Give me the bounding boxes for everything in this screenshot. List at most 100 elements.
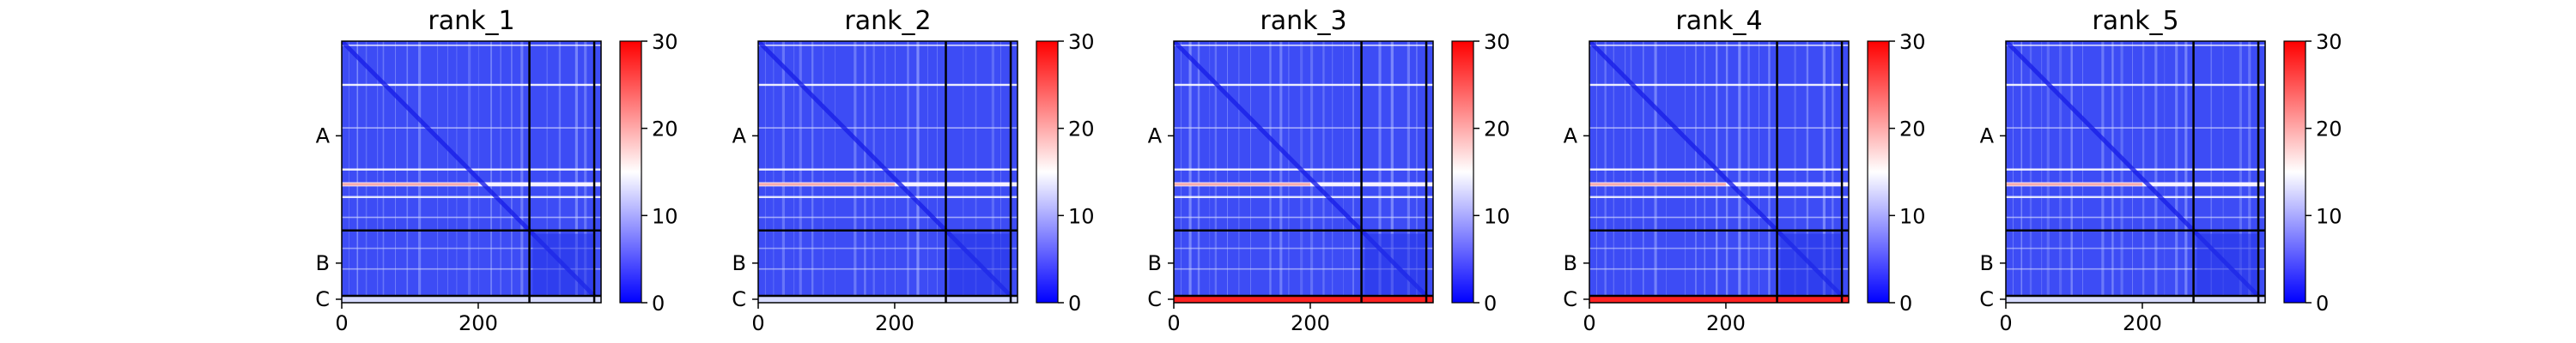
axes-frame <box>757 40 1018 304</box>
axes-frame <box>341 40 602 304</box>
heatmap-column-stripe <box>1209 41 1211 303</box>
heatmap-image <box>758 41 1018 303</box>
heatmap-column-stripe <box>1685 41 1686 303</box>
heatmap-column-stripe <box>1269 41 1272 303</box>
heatmap-column-stripe <box>2210 41 2213 303</box>
colorbar-tick-label: 0 <box>1484 292 1497 316</box>
heatmap-column-stripe <box>1000 41 1001 303</box>
heatmap-chain-c-row <box>2006 296 2265 303</box>
x-tick-label: 200 <box>459 311 498 335</box>
y-tick-label: B <box>732 251 746 275</box>
heatmap-column-stripe <box>1654 41 1657 303</box>
heatmap-column-stripe <box>2142 41 2145 303</box>
heatmap-column-stripe <box>894 41 896 303</box>
heatmap-column-stripe <box>1794 41 1796 303</box>
heatmap-row-stripe <box>342 83 601 87</box>
heatmap-column-stripe <box>811 41 814 303</box>
colorbar-tick-label: 20 <box>1068 117 1095 141</box>
heatmap-column-stripe <box>916 41 920 303</box>
x-tick-label: 0 <box>1167 311 1180 335</box>
heatmap-image <box>1174 41 1433 303</box>
heatmap-column-stripe <box>1352 41 1354 303</box>
heatmap-row-stripe <box>342 247 601 250</box>
heatmap-column-stripe <box>1768 41 1771 303</box>
colorbar <box>1867 40 1890 304</box>
y-tick-label: C <box>732 287 746 311</box>
heatmap-column-stripe <box>2082 41 2083 303</box>
colorbar <box>619 40 642 304</box>
x-tick-label: 200 <box>1291 311 1330 335</box>
panel-title: rank_5 <box>2092 6 2178 36</box>
heatmap-column-stripe <box>1725 41 1728 303</box>
heatmap-row-stripe <box>342 216 601 219</box>
heatmap-row-stripe <box>2006 216 2265 219</box>
heatmap-column-stripe <box>1226 41 1228 303</box>
heatmap-chain-c-row <box>342 296 601 303</box>
heatmap-column-stripe <box>1747 41 1750 303</box>
heatmap-hot-band <box>2006 183 2142 186</box>
heatmap-column-stripe <box>907 41 909 303</box>
heatmap-column-stripe <box>2012 41 2014 303</box>
heatmap-column-stripe <box>1250 41 1251 303</box>
heatmap-column-stripe <box>2070 41 2073 303</box>
heatmap-column-stripe <box>437 41 439 303</box>
heatmap-column-stripe <box>773 41 775 303</box>
heatmap-column-stripe <box>2020 41 2023 303</box>
heatmap-column-stripe <box>1378 41 1382 303</box>
heatmap-row-stripe <box>1589 83 1849 87</box>
heatmap-image <box>342 41 601 303</box>
y-tick-label: C <box>315 287 330 311</box>
heatmap-column-stripe <box>477 41 479 303</box>
heatmap-row-stripe <box>2006 196 2265 198</box>
colorbar-tick-label: 0 <box>1899 292 1912 316</box>
y-tick-label: B <box>316 251 330 275</box>
heatmap-column-stripe <box>2029 41 2032 303</box>
heatmap-column-stripe <box>2239 41 2242 303</box>
colorbar-tick-label: 30 <box>1899 30 1926 54</box>
heatmap-column-stripe <box>2175 41 2178 303</box>
heatmap-column-stripe <box>1332 41 1334 303</box>
colorbar-tick-label: 20 <box>652 117 678 141</box>
heatmap-column-stripe <box>546 41 549 303</box>
heatmap-column-stripe <box>2101 41 2105 303</box>
panel-title: rank_3 <box>1260 6 1346 36</box>
heatmap-row-stripe <box>342 196 601 198</box>
colorbar-tick-label: 0 <box>1068 292 1081 316</box>
y-tick-label: C <box>1563 287 1577 311</box>
heatmap-row-stripe <box>342 45 601 46</box>
panel-title: rank_2 <box>844 6 931 36</box>
x-tick-label: 200 <box>875 311 914 335</box>
y-tick-label: B <box>1564 251 1577 275</box>
heatmap-row-stripe <box>758 45 1018 46</box>
axes-frame <box>1589 40 1850 304</box>
heatmap-column-stripe <box>1214 41 1218 303</box>
heatmap-column-stripe <box>377 41 379 303</box>
heatmap-column-stripe <box>1613 41 1614 303</box>
heatmap-row-stripe <box>758 127 1018 129</box>
heatmap-hot-band <box>758 183 895 186</box>
heatmap-domain-block <box>1780 233 1841 295</box>
heatmap-column-stripe <box>2058 41 2063 303</box>
heatmap-row-stripe <box>1589 247 1849 250</box>
heatmap-column-stripe <box>2164 41 2166 303</box>
heatmap-column-stripe <box>456 41 458 303</box>
x-tick-label: 0 <box>335 311 348 335</box>
heatmap-column-stripe <box>1309 41 1314 303</box>
heatmap-column-stripe <box>406 41 409 303</box>
colorbar-tick-label: 30 <box>2316 30 2342 54</box>
heatmap-column-stripe <box>365 41 368 303</box>
y-tick-label: A <box>316 123 331 147</box>
heatmap-column-stripe <box>1695 41 1697 303</box>
heatmap-row-stripe <box>1589 127 1849 129</box>
colorbar-tick-label: 20 <box>2316 117 2342 141</box>
heatmap-column-stripe <box>1642 41 1644 303</box>
heatmap-row-stripe <box>2006 247 2265 250</box>
colorbar-tick-label: 10 <box>652 204 678 228</box>
x-tick-label: 200 <box>2123 311 2162 335</box>
heatmap-column-stripe <box>1604 41 1607 303</box>
colorbar <box>1451 40 1474 304</box>
